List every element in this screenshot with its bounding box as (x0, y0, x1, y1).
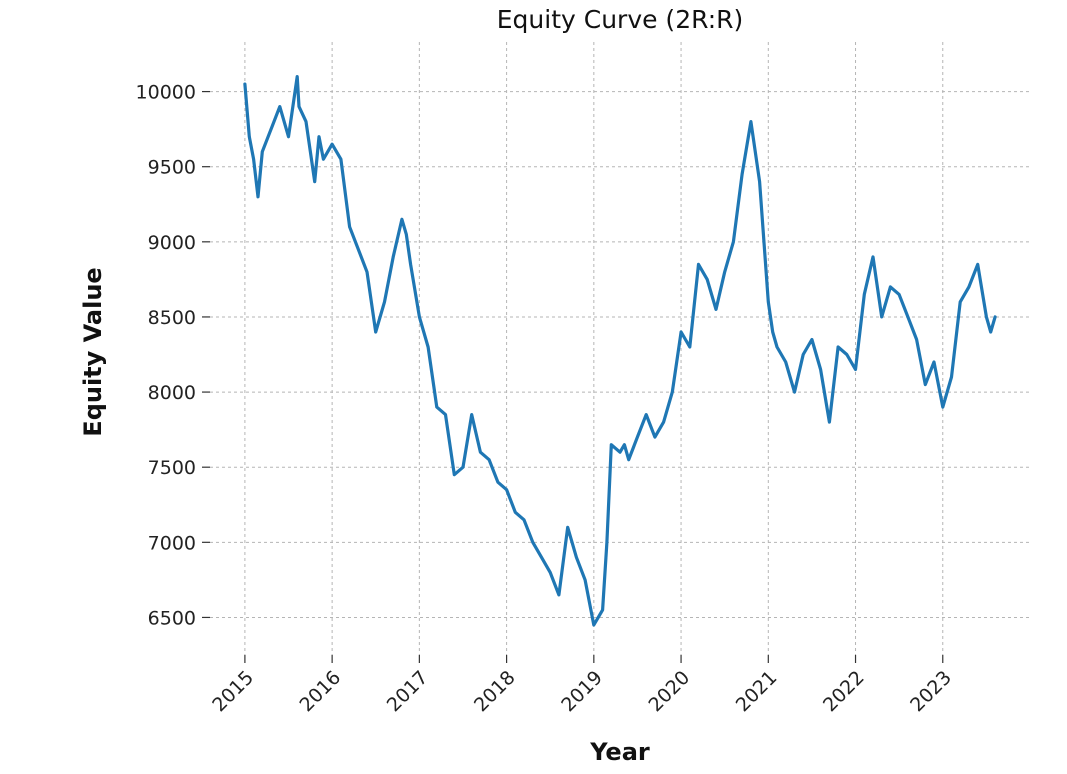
y-tick-label: 7500 (148, 457, 196, 479)
x-tick-label: 2022 (819, 667, 869, 717)
y-tick-label: 8000 (148, 382, 196, 404)
x-tick-label: 2023 (906, 667, 956, 717)
x-tick-label: 2016 (296, 667, 346, 717)
x-tick-label: 2017 (383, 667, 433, 717)
x-tick-label: 2015 (208, 667, 258, 717)
x-tick-label: 2020 (644, 667, 694, 717)
chart-title: Equity Curve (2R:R) (497, 5, 744, 34)
x-tick-label: 2019 (557, 667, 607, 717)
y-tick-label: 6500 (148, 607, 196, 629)
x-tick-label: 2018 (470, 667, 520, 717)
y-tick-label: 9000 (148, 232, 196, 254)
equity-series-line (243, 75, 997, 627)
y-tick-label: 8500 (148, 307, 196, 329)
x-axis-title: Year (589, 738, 650, 766)
y-axis: 6500 7000 7500 8000 8500 9000 9500 10000 (136, 82, 210, 629)
y-tick-label: 9500 (148, 157, 196, 179)
y-tick-label: 10000 (136, 82, 196, 104)
y-tick-label: 7000 (148, 532, 196, 554)
x-tick-label: 2021 (732, 667, 782, 717)
y-axis-title: Equity Value (79, 267, 107, 436)
series-layer (243, 75, 997, 627)
x-axis: 2015 2016 2017 2018 2019 2020 2021 2022 2023 (208, 655, 956, 716)
grid (210, 42, 1030, 655)
